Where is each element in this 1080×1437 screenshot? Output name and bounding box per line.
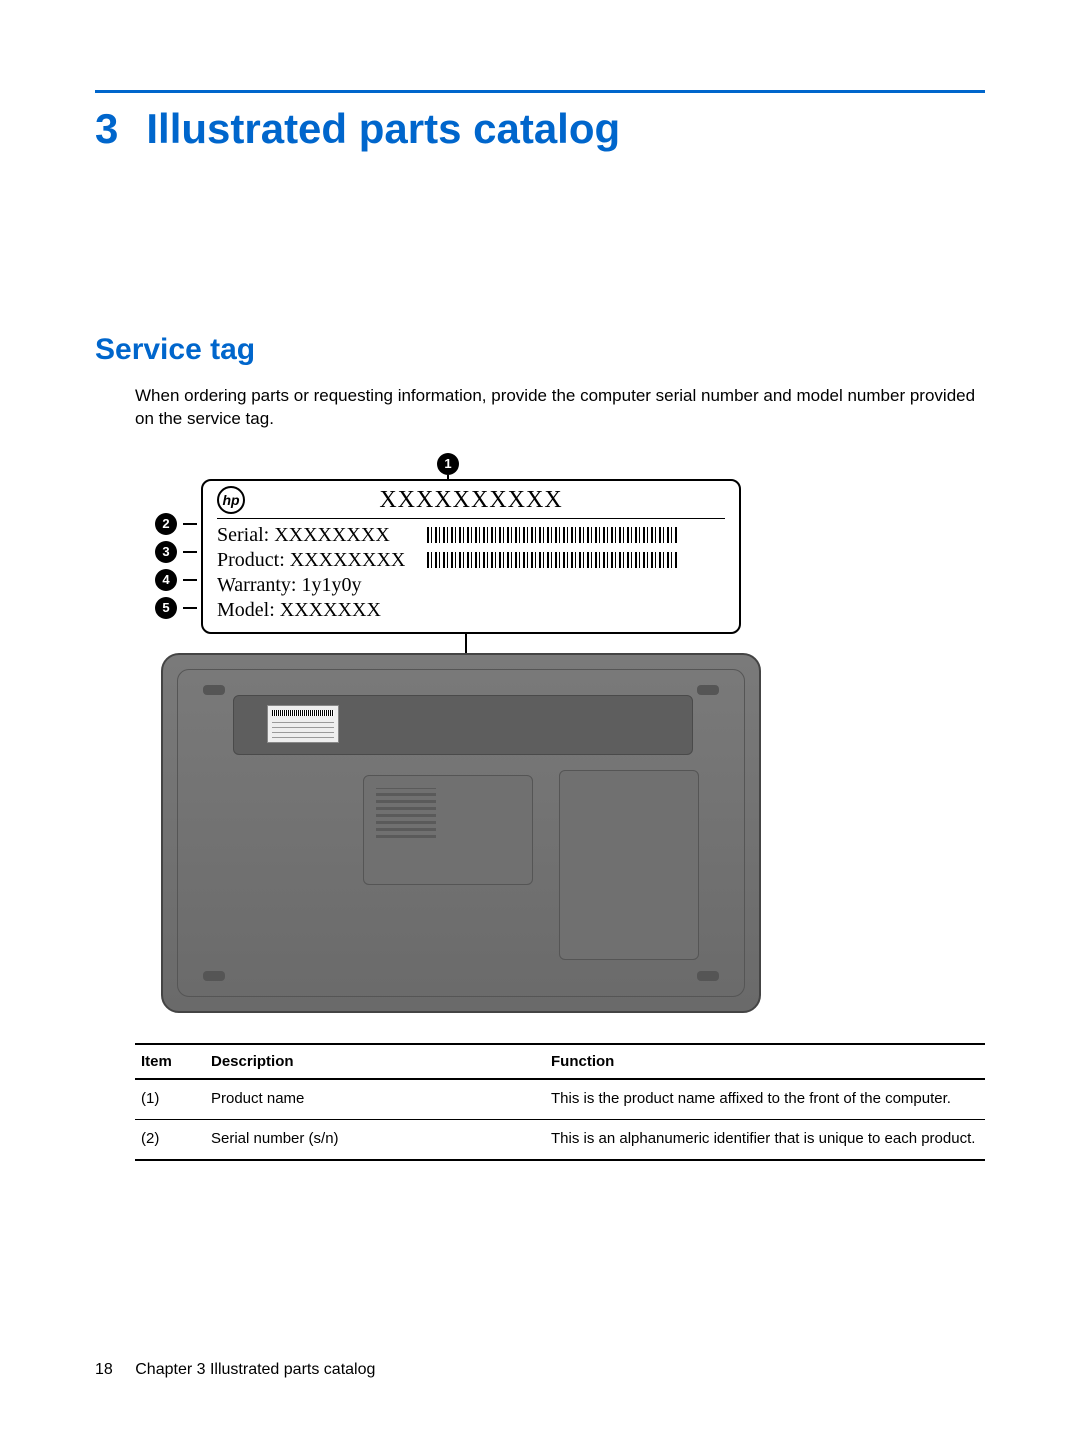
hp-logo-icon: hp bbox=[217, 486, 245, 514]
chapter-title: 3 Illustrated parts catalog bbox=[95, 105, 985, 153]
barcode-icon bbox=[427, 527, 677, 543]
callout-2: 2 bbox=[155, 513, 177, 535]
table-row: (1) Product name This is the product nam… bbox=[135, 1079, 985, 1120]
section-title: Service tag bbox=[95, 333, 985, 367]
tag-model-value: XXXXXXX bbox=[280, 599, 381, 621]
tag-warranty-value: 1y1y0y bbox=[301, 574, 361, 596]
callout-1: 1 bbox=[437, 453, 459, 475]
tag-product-value: XXXXXXXX bbox=[290, 549, 406, 571]
cell-item: (2) bbox=[135, 1119, 205, 1160]
tag-model-label: Model: bbox=[217, 599, 275, 621]
tag-product-name: XXXXXXXXXX bbox=[379, 487, 562, 514]
laptop-bottom-illustration bbox=[161, 653, 761, 1013]
cell-description: Serial number (s/n) bbox=[205, 1119, 545, 1160]
service-tag-diagram: 1 2 3 4 5 hp bbox=[155, 453, 765, 1013]
cell-item: (1) bbox=[135, 1079, 205, 1120]
parts-table: Item Description Function (1) Product na… bbox=[135, 1043, 985, 1161]
tag-serial-label: Serial: bbox=[217, 524, 269, 546]
tag-serial-value: XXXXXXXX bbox=[274, 524, 390, 546]
cell-function: This is an alphanumeric identifier that … bbox=[545, 1119, 985, 1160]
page-number: 18 bbox=[95, 1361, 113, 1378]
footer-chapter-ref: Chapter 3 Illustrated parts catalog bbox=[135, 1361, 375, 1378]
tag-product-label: Product: bbox=[217, 549, 285, 571]
tag-warranty-label: Warranty: bbox=[217, 574, 296, 596]
cell-function: This is the product name affixed to the … bbox=[545, 1079, 985, 1120]
table-header-function: Function bbox=[545, 1044, 985, 1079]
callout-4: 4 bbox=[155, 569, 177, 591]
service-tag-location-icon bbox=[267, 705, 339, 743]
barcode-icon bbox=[427, 552, 677, 568]
service-tag-label: hp XXXXXXXXXX Serial: XXXXXXXX Product: … bbox=[201, 479, 741, 634]
page-footer: 18 Chapter 3 Illustrated parts catalog bbox=[95, 1361, 375, 1379]
chapter-number: 3 bbox=[95, 105, 118, 153]
section-body: When ordering parts or requesting inform… bbox=[135, 385, 985, 431]
callout-3: 3 bbox=[155, 541, 177, 563]
table-header-description: Description bbox=[205, 1044, 545, 1079]
table-row: (2) Serial number (s/n) This is an alpha… bbox=[135, 1119, 985, 1160]
table-header-item: Item bbox=[135, 1044, 205, 1079]
chapter-title-text: Illustrated parts catalog bbox=[146, 105, 620, 152]
cell-description: Product name bbox=[205, 1079, 545, 1120]
callout-5: 5 bbox=[155, 597, 177, 619]
top-rule bbox=[95, 90, 985, 93]
